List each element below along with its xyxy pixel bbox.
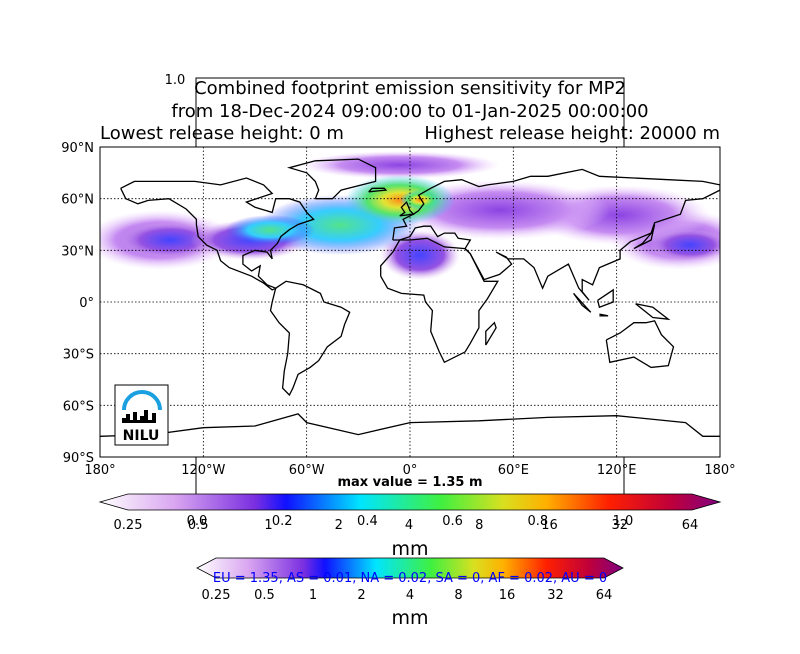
- map-frame: [99, 146, 721, 458]
- colorbar-tick-label: 32: [611, 518, 628, 533]
- lat-label: 0°: [79, 296, 94, 311]
- lat-label: 60°N: [61, 193, 94, 208]
- logo: NILU: [114, 384, 169, 446]
- colorbar-2-tick-label: 8: [454, 588, 462, 603]
- colorbar-tick-label: 0.25: [114, 518, 143, 533]
- colorbar-tick-label: 0.5: [188, 518, 209, 533]
- background-y-tick: 1.0: [165, 73, 186, 88]
- colorbar-2: [196, 557, 624, 579]
- lat-label: 30°N: [61, 244, 94, 259]
- highest-release: Highest release height: 20000 m: [424, 123, 720, 144]
- colorbar-tick-label: 64: [682, 518, 699, 533]
- colorbar-tick-label: 8: [475, 518, 483, 533]
- lon-label: 180°: [84, 463, 115, 478]
- lat-label: 90°N: [61, 141, 94, 156]
- colorbar-2-tick-label: 16: [499, 588, 516, 603]
- colorbar-2-tick-label: 0.5: [254, 588, 275, 603]
- map: [100, 147, 720, 457]
- coastline: [392, 168, 720, 301]
- background-x-tick: 0.2: [272, 514, 293, 529]
- lat-label: 90°S: [63, 451, 94, 466]
- colorbar-2-tick-label: 32: [547, 588, 564, 603]
- region-summary: EU = 1.35, AS = 0.01, NA = 0.02, SA = 0,…: [213, 571, 607, 586]
- colorbar-tick-label: 16: [541, 518, 558, 533]
- colorbar-tick-label: 1: [264, 518, 272, 533]
- coastline: [485, 321, 497, 346]
- lon-label: 60°W: [289, 463, 325, 478]
- colorbar-tick-label: 4: [405, 518, 413, 533]
- coastline: [573, 292, 592, 313]
- colorbar: [98, 493, 722, 511]
- lon-label: 120°W: [181, 463, 225, 478]
- coastline: [635, 303, 671, 321]
- lat-label: 60°S: [63, 399, 94, 414]
- lon-label: 0°: [403, 463, 418, 478]
- lon-label: 60°E: [498, 463, 529, 478]
- lon-label: 120°E: [597, 463, 637, 478]
- colorbar-2-tick-label: 2: [357, 588, 365, 603]
- coastline: [269, 280, 351, 397]
- logo-text: NILU: [123, 428, 160, 444]
- max-value: max value = 1.35 m: [337, 475, 482, 490]
- coastline: [286, 158, 377, 200]
- lat-label: 30°S: [63, 348, 94, 363]
- background-x-tick: 0.0: [187, 514, 208, 529]
- colorbar-2-tick-label: 64: [596, 588, 613, 603]
- background-x-tick: 0.8: [527, 514, 548, 529]
- lon-label: 180°: [704, 463, 735, 478]
- lowest-release: Lowest release height: 0 m: [100, 123, 344, 144]
- coastline: [368, 187, 388, 193]
- colorbar-2-unit: mm: [391, 607, 428, 629]
- subtitle: from 18-Dec-2024 09:00:00 to 01-Jan-2025…: [171, 101, 648, 122]
- colorbar-tick-label: 2: [335, 518, 343, 533]
- colorbar-2-tick-label: 4: [406, 588, 414, 603]
- coastline: [605, 320, 675, 369]
- coastline: [399, 200, 415, 217]
- coastline: [599, 313, 609, 317]
- coastline: [597, 288, 614, 309]
- background-x-tick: 0.6: [442, 514, 463, 529]
- background-x-tick: 0.4: [357, 514, 378, 529]
- colorbar-2-tick-label: 1: [309, 588, 317, 603]
- title: Combined footprint emission sensitivity …: [194, 78, 626, 99]
- graticule: [100, 147, 720, 457]
- colorbar-2-tick-label: 0.25: [202, 588, 231, 603]
- colorbar-unit: mm: [391, 538, 428, 560]
- background-x-tick: 1.0: [613, 514, 634, 529]
- coastline: [633, 224, 656, 250]
- coastline: [100, 413, 720, 437]
